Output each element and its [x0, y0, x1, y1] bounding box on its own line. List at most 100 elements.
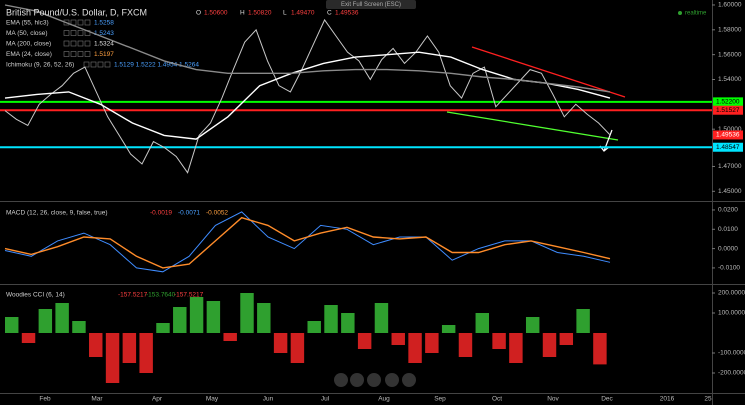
series-line [4, 51, 611, 140]
level-label: 1.48547 [716, 144, 740, 151]
indicator-icon [84, 19, 91, 26]
y-tick-label: 1.54000 [718, 76, 742, 83]
x-tick-label: Oct [492, 396, 502, 403]
cci-bar [55, 303, 69, 333]
indicator-icon [83, 61, 90, 68]
y-tick-label: 1.56000 [718, 51, 742, 58]
cci-bar [307, 321, 321, 333]
ohlc-text: L [283, 10, 287, 17]
level-badge [713, 105, 743, 115]
ohlc-text: O [196, 10, 201, 17]
cci-bar [425, 333, 439, 353]
cci-bar [72, 321, 86, 333]
cci-bar [341, 313, 355, 333]
indicator-icon [77, 51, 84, 57]
indicator-value: 1.5197 [94, 51, 114, 58]
cci-bar [458, 333, 473, 357]
y-tick-label: -200.0000 [718, 370, 745, 377]
y-tick-label: 0.0200 [718, 207, 738, 214]
exit-fullscreen-button[interactable] [326, 0, 416, 9]
x-tick-label: Apr [152, 396, 163, 403]
cci-bar [105, 333, 120, 383]
nav-button[interactable] [385, 373, 399, 387]
nav-button[interactable] [350, 373, 364, 387]
x-tick-label: Mar [91, 396, 103, 403]
x-tick-label: 2016 [660, 396, 675, 403]
nav-button[interactable] [402, 373, 416, 387]
y-tick-label: 0.0100 [718, 226, 738, 233]
indicator-value: 1.5243 [94, 30, 114, 37]
x-tick-label: Nov [547, 396, 559, 403]
ohlc-text: 1.50600 [204, 10, 228, 17]
indicator-icon [77, 30, 84, 36]
level-badge [713, 97, 743, 107]
cci-bar [223, 333, 237, 341]
y-tick-label: 1.58000 [718, 27, 742, 34]
last-price-badge [713, 130, 743, 140]
ohlc-text: C [327, 10, 332, 17]
cci-bar [38, 309, 53, 333]
series-line [4, 18, 611, 174]
panel-readout: -0.0052 [206, 210, 228, 217]
cci-bar [357, 333, 372, 349]
y-tick-label: 1.50000 [718, 126, 742, 133]
panel-readout: -153.7640 [146, 292, 176, 299]
ohlc-text: 1.49536 [335, 10, 359, 17]
nav-button[interactable] [367, 373, 381, 387]
indicator-icon [84, 40, 91, 47]
indicator-icon [104, 61, 111, 68]
cci-bar [408, 333, 422, 363]
indicator-icon [97, 61, 104, 68]
cci-bar [525, 317, 540, 333]
y-tick-label: 0.0000 [718, 245, 738, 252]
cci-bar [290, 333, 305, 363]
indicator-icon [90, 61, 97, 68]
y-tick-label: -0.0100 [718, 265, 740, 272]
status: realtime [685, 11, 707, 17]
indicator-name: EMA (24, close) [6, 51, 52, 58]
cci-bar [273, 333, 288, 353]
cci-bar [206, 301, 221, 333]
last-price-label: 1.49536 [716, 132, 740, 139]
cci-bar [324, 305, 338, 333]
cci-bar [156, 323, 170, 333]
y-tick-label: 1.45000 [718, 188, 742, 195]
indicator-name: EMA (55, hlc3) [6, 20, 49, 27]
y-tick-label: 200.0000 [718, 290, 745, 297]
ohlc-text: H [240, 10, 245, 17]
nav-button[interactable] [334, 373, 348, 387]
indicator-icon [70, 40, 77, 47]
cci-bar [139, 333, 153, 373]
cci-bar [509, 333, 523, 363]
cci-bar [492, 333, 506, 349]
cci-bar [257, 303, 271, 333]
y-tick-label: 1.47000 [718, 163, 742, 170]
y-tick-label: -100.0000 [718, 350, 745, 357]
cci-bar [374, 303, 389, 333]
y-tick-label: 100.0000 [718, 310, 745, 317]
cci-bar [391, 333, 405, 345]
cci-bar [593, 333, 607, 365]
resistance-trendline [471, 46, 626, 98]
cci-bar [576, 309, 590, 333]
indicator-name: MA (200, close) [6, 41, 51, 48]
cci-bar [173, 307, 187, 333]
indicator-value: 1.5324 [94, 41, 114, 48]
level-label: 1.51527 [716, 107, 740, 114]
y-tick-label: 1.60000 [718, 2, 742, 9]
indicator-icon [84, 51, 91, 57]
panel-readout: -157.5217 [174, 292, 204, 299]
navigation [334, 373, 416, 387]
exit-fullscreen-label[interactable]: Exit Full Screen (ESC) [341, 2, 401, 8]
indicator-name: MA (50, close) [6, 30, 48, 37]
x-tick-label: 25 [704, 396, 712, 403]
cci-bar [5, 317, 19, 333]
x-tick-label: Dec [601, 396, 613, 403]
x-tick-label: Aug [378, 396, 390, 403]
panel-title: Woodies CCI (6, 14) [6, 292, 65, 299]
indicator-value: 1.5129 1.5222 1.4954 1.5264 [114, 62, 199, 69]
cci-bar [89, 333, 103, 357]
cci-bar [240, 293, 254, 333]
